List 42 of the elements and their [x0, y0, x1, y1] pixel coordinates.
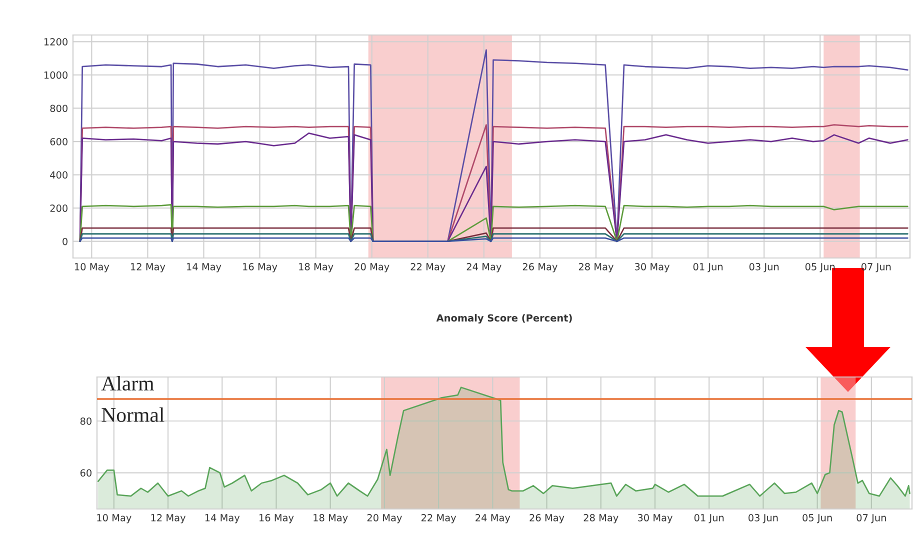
y-tick-label: 600	[50, 138, 68, 146]
y-tick-label: 200	[50, 204, 68, 212]
x-tick-label: 28 May	[584, 514, 618, 524]
x-tick-label: 30 May	[638, 514, 672, 524]
y-tick-label: 1200	[44, 38, 68, 46]
x-tick-label: 18 May	[299, 263, 334, 272]
annotation: Normal	[102, 407, 164, 422]
x-tick-label: 24 May	[466, 263, 502, 272]
x-tick-label: 16 May	[243, 263, 278, 272]
x-tick-label: 16 May	[260, 514, 294, 524]
x-tick-label: 28 May	[578, 263, 614, 272]
x-tick-label: 03 Jun	[748, 514, 778, 524]
x-tick-label: 18 May	[314, 514, 348, 524]
ref-line-label: Alarm	[101, 376, 154, 391]
x-tick-label: 05 Jun	[805, 263, 835, 272]
x-tick-label: 30 May	[634, 263, 670, 272]
y-tick-label: 0	[62, 238, 68, 246]
x-tick-label: 26 May	[530, 514, 564, 524]
y-tick-label: 60	[80, 469, 92, 477]
x-tick-label: 22 May	[421, 514, 456, 524]
x-tick-label: 07 Jun	[856, 514, 886, 524]
x-tick-label: 20 May	[367, 514, 402, 524]
y-tick-label: 80	[80, 417, 92, 425]
y-tick-label: 1000	[44, 71, 68, 79]
x-tick-label: 24 May	[476, 514, 510, 524]
chart-title: Anomaly Score (Percent)	[436, 314, 572, 324]
y-tick-label: 400	[50, 171, 68, 179]
x-tick-label: 22 May	[410, 263, 446, 272]
x-tick-label: 14 May	[205, 514, 240, 524]
x-tick-label: 12 May	[151, 514, 186, 524]
x-tick-label: 01 Jun	[694, 514, 724, 524]
x-tick-label: 10 May	[74, 263, 110, 272]
x-tick-label: 20 May	[354, 263, 390, 272]
y-tick-label: 800	[50, 104, 68, 112]
x-tick-label: 14 May	[187, 263, 222, 272]
x-tick-label: 01 Jun	[693, 263, 723, 272]
x-tick-label: 07 Jun	[861, 263, 891, 272]
x-tick-label: 03 Jun	[749, 263, 779, 272]
x-tick-label: 05 Jun	[802, 514, 832, 524]
x-tick-label: 12 May	[131, 263, 166, 272]
x-tick-label: 26 May	[522, 263, 558, 272]
x-tick-label: 10 May	[97, 514, 132, 524]
